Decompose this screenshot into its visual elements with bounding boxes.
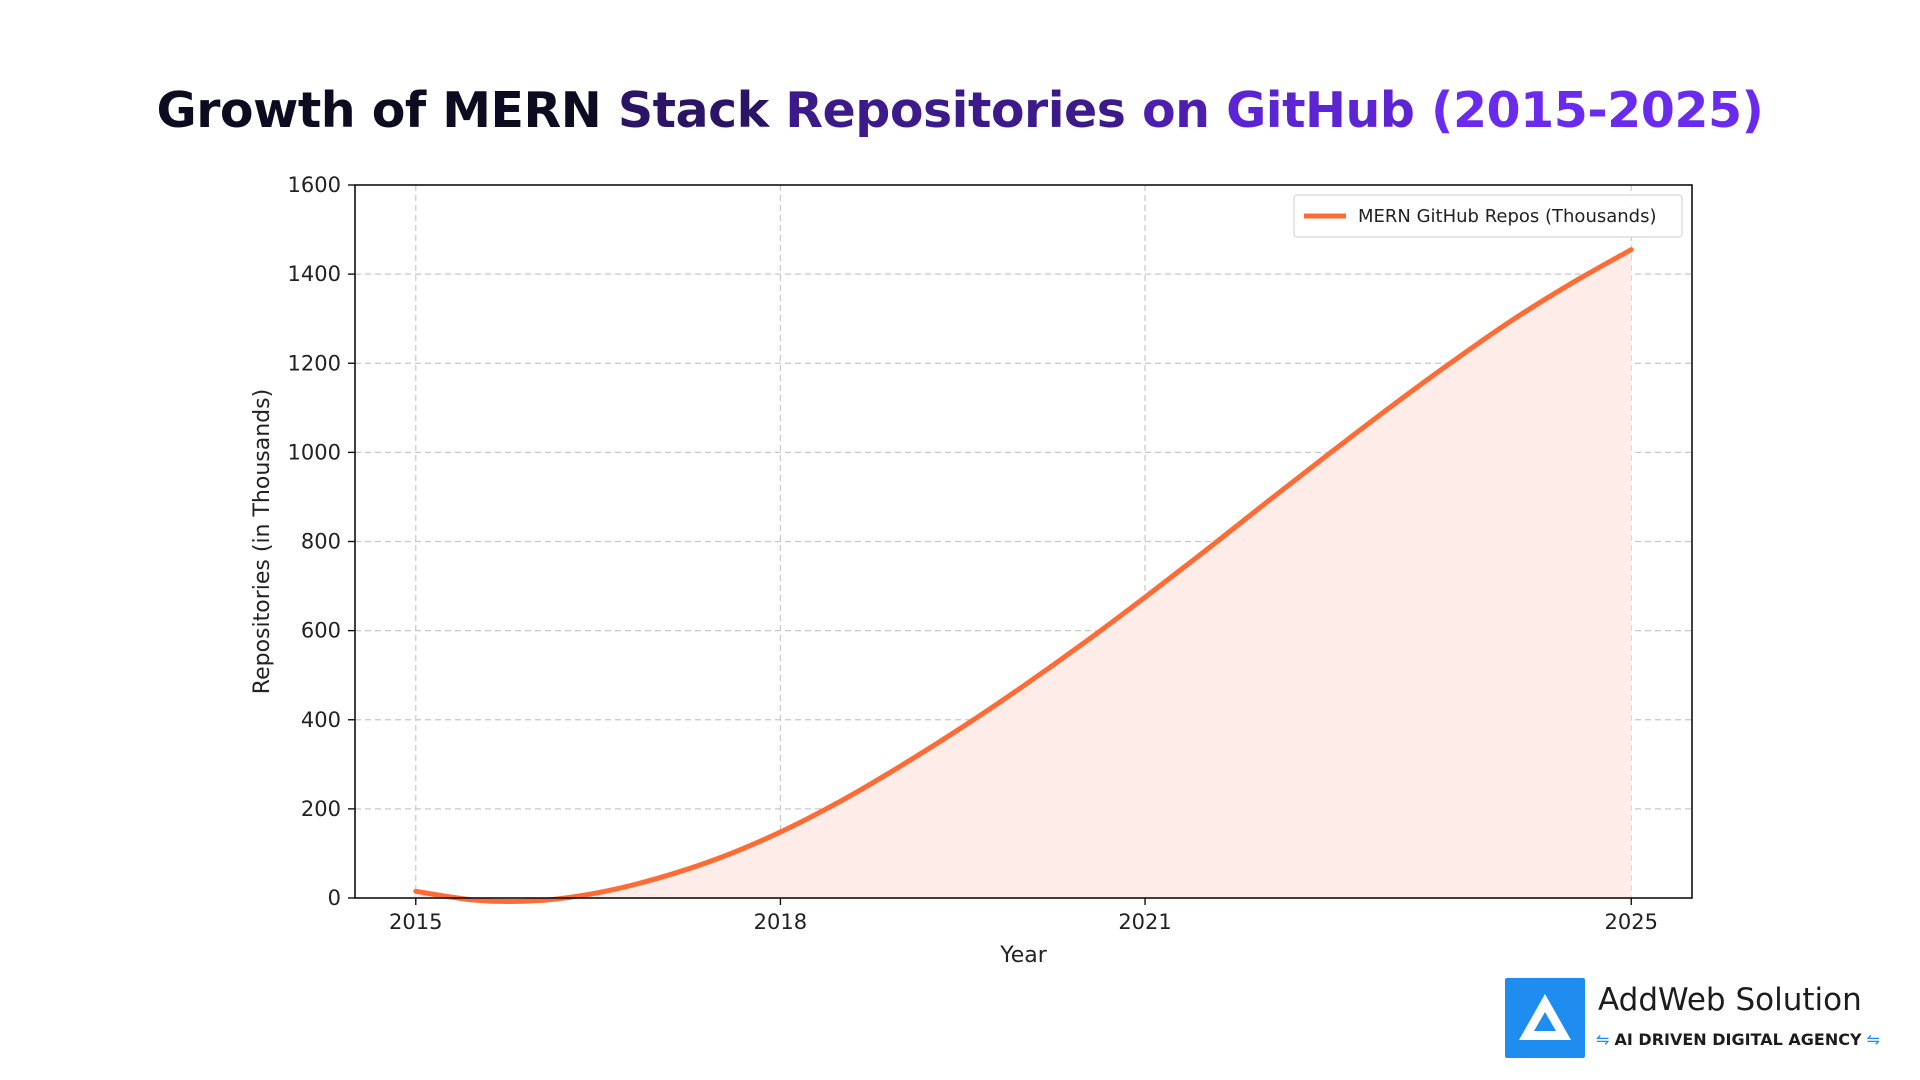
logo-mark-icon xyxy=(1505,978,1585,1058)
y-tick-label: 0 xyxy=(328,886,341,910)
legend: MERN GitHub Repos (Thousands) xyxy=(1293,194,1683,238)
series-area-fill xyxy=(415,249,1632,902)
title-segment: (2015-2025) xyxy=(1431,82,1764,139)
y-tick-label: 400 xyxy=(301,708,341,732)
series-line-layer xyxy=(413,247,1634,905)
tagline-text: AI DRIVEN DIGITAL AGENCY xyxy=(1614,1030,1862,1049)
title-segment: Growth of MERN xyxy=(156,82,618,139)
legend-label: MERN GitHub Repos (Thousands) xyxy=(1358,206,1657,227)
x-tick-label: 2018 xyxy=(754,910,807,934)
y-tick-label: 1000 xyxy=(288,440,341,464)
logo-name: AddWeb Solution xyxy=(1598,982,1862,1018)
title-segment: Stack xyxy=(617,82,786,139)
chart-title: Growth of MERN Stack Repositories on Git… xyxy=(0,82,1920,139)
y-tick-label: 200 xyxy=(301,797,341,821)
series-line xyxy=(413,247,1634,905)
logo-a-glyph-icon xyxy=(1519,994,1571,1040)
y-tick-label: 1600 xyxy=(288,173,341,197)
x-axis-label: Year xyxy=(999,943,1048,968)
area-fill-layer xyxy=(415,249,1632,902)
title-segment: GitHub xyxy=(1226,82,1432,139)
y-tick-label: 1400 xyxy=(288,262,341,286)
brand-logo: AddWeb Solution ⇋ AI DRIVEN DIGITAL AGEN… xyxy=(1505,978,1905,1060)
y-tick-label: 600 xyxy=(301,619,341,643)
y-axis-label: Repositories (in Thousands) xyxy=(250,389,275,694)
x-tick-label: 2021 xyxy=(1118,910,1171,934)
y-tick-label: 800 xyxy=(301,530,341,554)
tagline-right-decoration-icon: ⇋ xyxy=(1861,1030,1881,1049)
x-tick-label: 2015 xyxy=(389,910,442,934)
legend-box xyxy=(1293,194,1683,238)
x-axis-ticks: 2015 2018 2021 2025 xyxy=(389,898,1658,934)
y-tick-label: 1200 xyxy=(288,351,341,375)
tagline-left-decoration-icon: ⇋ xyxy=(1596,1030,1615,1049)
x-tick-label: 2025 xyxy=(1605,910,1658,934)
title-segment: on xyxy=(1141,82,1227,139)
y-axis-ticks: 0 200 400 600 800 1000 1200 1400 1600 xyxy=(288,173,355,910)
title-segment: Repositories xyxy=(785,82,1142,139)
logo-tagline: ⇋ AI DRIVEN DIGITAL AGENCY ⇋ xyxy=(1596,1030,1880,1049)
